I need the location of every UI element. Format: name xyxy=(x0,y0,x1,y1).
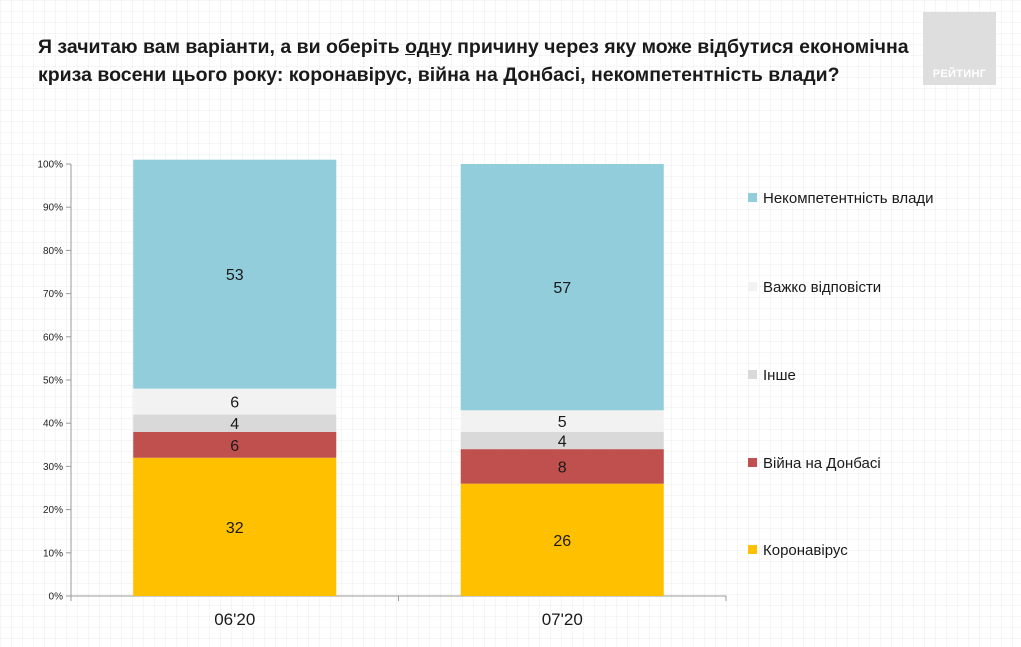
bar-segment xyxy=(133,431,337,458)
legend-swatch xyxy=(748,282,757,291)
data-label: 57 xyxy=(553,280,571,297)
bar-segment xyxy=(460,164,664,411)
y-tick-label: 100% xyxy=(37,160,63,171)
data-label: 53 xyxy=(226,267,244,284)
data-label: 5 xyxy=(558,414,567,431)
legend-item: Некомпетентність влади xyxy=(748,190,934,207)
x-category-label: 06'20 xyxy=(214,610,255,629)
data-label: 6 xyxy=(230,395,239,412)
legend-swatch xyxy=(748,193,757,202)
data-label: 4 xyxy=(230,416,239,433)
title-emphasis: одну xyxy=(405,36,452,58)
bar-segment xyxy=(133,388,337,415)
bar-segment xyxy=(460,483,664,596)
y-tick-label: 70% xyxy=(43,289,63,300)
y-tick-label: 50% xyxy=(43,376,63,387)
rating-logo: РЕЙТИНГ xyxy=(923,12,996,85)
data-label: 32 xyxy=(226,520,244,537)
data-label: 8 xyxy=(558,459,567,476)
bar-segment xyxy=(460,449,664,484)
data-label: 6 xyxy=(230,438,239,455)
x-category-label: 07'20 xyxy=(542,610,583,629)
chart-title: Я зачитаю вам варіанти, а ви оберіть одн… xyxy=(38,36,909,86)
legend-label: Інше xyxy=(763,367,796,384)
bar-segment xyxy=(133,414,337,432)
legend-label: Важко відповісти xyxy=(763,279,882,296)
y-tick-label: 20% xyxy=(43,505,63,516)
bar-segment xyxy=(133,457,337,596)
y-tick-label: 40% xyxy=(43,419,63,430)
y-tick-label: 0% xyxy=(49,592,64,603)
legend-item: Важко відповісти xyxy=(748,279,881,296)
legend-label: Війна на Донбасі xyxy=(763,455,881,472)
legend-swatch xyxy=(748,370,757,379)
y-tick-label: 60% xyxy=(43,332,63,343)
y-tick-label: 30% xyxy=(43,462,63,473)
data-label: 4 xyxy=(558,433,567,450)
legend-swatch xyxy=(748,458,757,467)
bar-segment xyxy=(133,159,337,389)
legend-label: Коронавірус xyxy=(763,542,848,559)
bar-segment xyxy=(460,431,664,450)
data-label: 26 xyxy=(553,533,571,550)
legend-item: Інше xyxy=(748,367,796,384)
legend-swatch xyxy=(748,545,757,554)
bar-segment xyxy=(460,410,664,432)
legend-item: Війна на Донбасі xyxy=(748,455,881,472)
legend-item: Коронавірус xyxy=(748,542,848,559)
y-tick-label: 80% xyxy=(43,246,63,257)
y-tick-label: 90% xyxy=(43,203,63,214)
legend-label: Некомпетентність влади xyxy=(763,190,934,207)
y-tick-label: 10% xyxy=(43,548,63,559)
